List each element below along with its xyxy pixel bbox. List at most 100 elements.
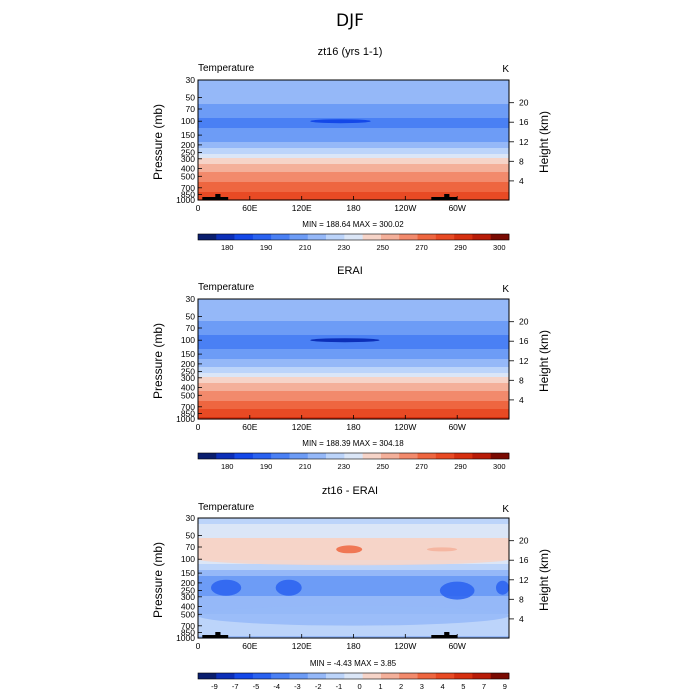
y-tick-label: 30 (186, 294, 196, 304)
field-band (198, 411, 509, 414)
colorbar-label: 300 (493, 462, 506, 471)
field-band (198, 357, 509, 360)
field-band (198, 580, 509, 583)
y-tick-label: 850 (181, 408, 195, 418)
colorbar-swatch (362, 673, 382, 679)
colorbar-swatch (198, 234, 217, 240)
field-band (198, 596, 509, 599)
field-band (198, 387, 509, 390)
field-band (198, 335, 509, 338)
field-band (198, 379, 509, 382)
field-band (198, 351, 509, 354)
field-band (198, 299, 509, 302)
colorbar-swatch (307, 673, 327, 679)
colorbar-label: 290 (454, 462, 467, 471)
panel-3-ylabel-right: Height (km) (537, 549, 551, 611)
field-band (198, 544, 509, 547)
field-band (198, 104, 509, 107)
colorbar-label: -4 (273, 682, 280, 691)
colorbar-label: -1 (336, 682, 343, 691)
anomaly-feature (439, 581, 475, 600)
colorbar-swatch (435, 453, 455, 459)
field-band (198, 160, 509, 163)
field-band (198, 168, 509, 171)
y-tick-label: 400 (181, 602, 195, 612)
y-tick-label: 500 (181, 390, 195, 400)
land-mask (431, 635, 458, 638)
field-band (198, 142, 509, 145)
panel-2-colorbar: 180 190 210 230 250 270 290 300 (197, 452, 510, 471)
colorbar-swatch (380, 453, 400, 459)
panel-3-stats: MIN = -4.43 MAX = 3.85 (310, 659, 397, 668)
colorbar-swatch (362, 453, 382, 459)
field-band (198, 114, 509, 117)
field-band (198, 355, 509, 358)
field-band (198, 602, 509, 605)
colorbar-swatch (417, 234, 437, 240)
y-tick-label: 700 (181, 183, 195, 193)
tropopause-min (310, 338, 380, 343)
field-band (198, 578, 509, 581)
y-tick-label: 70 (186, 323, 196, 333)
field-band (198, 359, 509, 362)
land-mask (215, 632, 221, 635)
field-band (198, 186, 509, 189)
field-band (198, 126, 509, 129)
field-band (198, 391, 509, 394)
field-band (198, 395, 509, 398)
y-tick-label: 70 (186, 542, 196, 552)
y-tick-label: 400 (181, 164, 195, 174)
field-band (198, 329, 509, 332)
field-band (198, 628, 509, 631)
colorbar-swatch (472, 234, 491, 240)
field-band (198, 572, 509, 575)
field-band (198, 116, 509, 119)
field-band (198, 566, 509, 569)
field-band (198, 134, 509, 137)
panel-1-colorbar: 180 190 210 230 250 270 290 300 (197, 233, 510, 252)
panel-2-ylabel: Pressure (mb) (151, 323, 165, 399)
colorbar-swatch (380, 673, 400, 679)
colorbar-swatch (344, 234, 363, 240)
colorbar-swatch (271, 673, 290, 679)
colorbar-swatch (326, 453, 345, 459)
field-band (198, 317, 509, 320)
colorbar-swatch (216, 673, 235, 679)
field-band (198, 582, 509, 585)
colorbar-swatch (344, 673, 363, 679)
panel-3-colorbar: -9 -7 -5 -4 -3 -2 -1 0 1 2 3 4 5 7 9 (197, 672, 510, 691)
field-band (198, 144, 509, 147)
y-tick-label: 250 (181, 148, 195, 158)
colorbar-label: 270 (415, 243, 428, 252)
x-tick-label: 180 (346, 422, 360, 432)
field-band (198, 405, 509, 408)
height-tick-label: 12 (519, 575, 529, 585)
colorbar-swatch (399, 453, 418, 459)
colorbar-swatch (252, 453, 272, 459)
x-tick-label: 60W (448, 422, 465, 432)
field-band (198, 170, 509, 173)
field-band (198, 148, 509, 151)
field-band (198, 518, 509, 521)
field-band (198, 528, 509, 531)
anomaly-feature (198, 553, 509, 566)
field-band (198, 331, 509, 334)
colorbar-label: 230 (338, 243, 351, 252)
colorbar-swatch (307, 453, 327, 459)
field-band (198, 532, 509, 535)
colorbar-swatch (252, 673, 272, 679)
colorbar-swatch (289, 453, 309, 459)
y-tick-label: 300 (181, 373, 195, 383)
field-band (198, 192, 509, 195)
field-band (198, 88, 509, 91)
field-band (198, 178, 509, 181)
field-band (198, 172, 509, 175)
x-tick-label: 60W (448, 641, 465, 651)
field-band (198, 604, 509, 607)
field-band (198, 321, 509, 324)
field-band (198, 367, 509, 370)
field-band (198, 92, 509, 95)
x-tick-label: 120E (292, 203, 312, 213)
panel-2-units: K (502, 284, 509, 295)
